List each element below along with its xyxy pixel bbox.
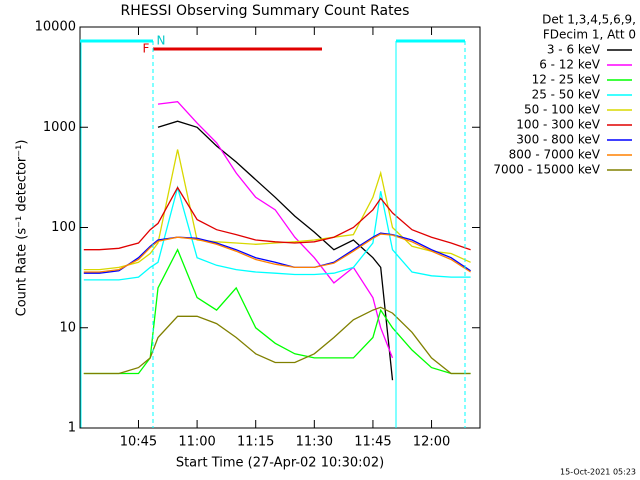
flag-label: N (157, 34, 166, 48)
series-line (83, 232, 471, 274)
flag-label: F (143, 42, 150, 56)
legend-label: 12 - 25 keV (532, 73, 601, 87)
legend-label: 50 - 100 keV (524, 103, 601, 117)
legend-title: Det 1,3,4,5,6,9, (542, 13, 636, 27)
plot-frame (79, 26, 481, 429)
plot-area (83, 101, 471, 381)
series-line (83, 149, 471, 271)
legend-title: FDecim 1, Att 0 (543, 28, 636, 42)
series-line (83, 186, 471, 251)
y-tick-label: 1 (68, 421, 76, 436)
x-tick-label: 11:30 (296, 435, 333, 450)
legend-label: 3 - 6 keV (547, 43, 601, 57)
series-line (157, 101, 394, 359)
y-tick-label: 1000 (43, 120, 76, 135)
series-line (157, 120, 394, 381)
legend-label: 800 - 7000 keV (509, 148, 601, 162)
x-tick-label: 10:45 (120, 435, 157, 450)
legend-label: 300 - 800 keV (516, 133, 600, 147)
chart-title: RHESSI Observing Summary Count Rates (121, 3, 410, 19)
series-line (83, 248, 471, 375)
legend-label: 6 - 12 keV (539, 58, 601, 72)
x-tick-label: 12:00 (413, 435, 450, 450)
footer: 15-Oct-2021 05:23 (560, 468, 636, 477)
y-axis-label: Count Rate (s⁻¹ detector⁻¹) (15, 140, 30, 317)
y-tick-label: 10000 (35, 20, 76, 35)
series-line (83, 233, 471, 273)
y-tick-label: 100 (51, 220, 76, 235)
x-tick-label: 11:00 (178, 435, 215, 450)
x-tick-label: 11:45 (354, 435, 391, 450)
y-tick-label: 10 (59, 320, 76, 335)
x-tick-label: 11:15 (237, 435, 274, 450)
legend-label: 25 - 50 keV (532, 88, 601, 102)
legend-label: 100 - 300 keV (516, 118, 600, 132)
series-line (83, 185, 471, 281)
x-axis-label: Start Time (27-Apr-02 10:30:02) (176, 456, 384, 471)
legend-label: 7000 - 15000 keV (493, 163, 600, 177)
series-line (83, 306, 471, 375)
